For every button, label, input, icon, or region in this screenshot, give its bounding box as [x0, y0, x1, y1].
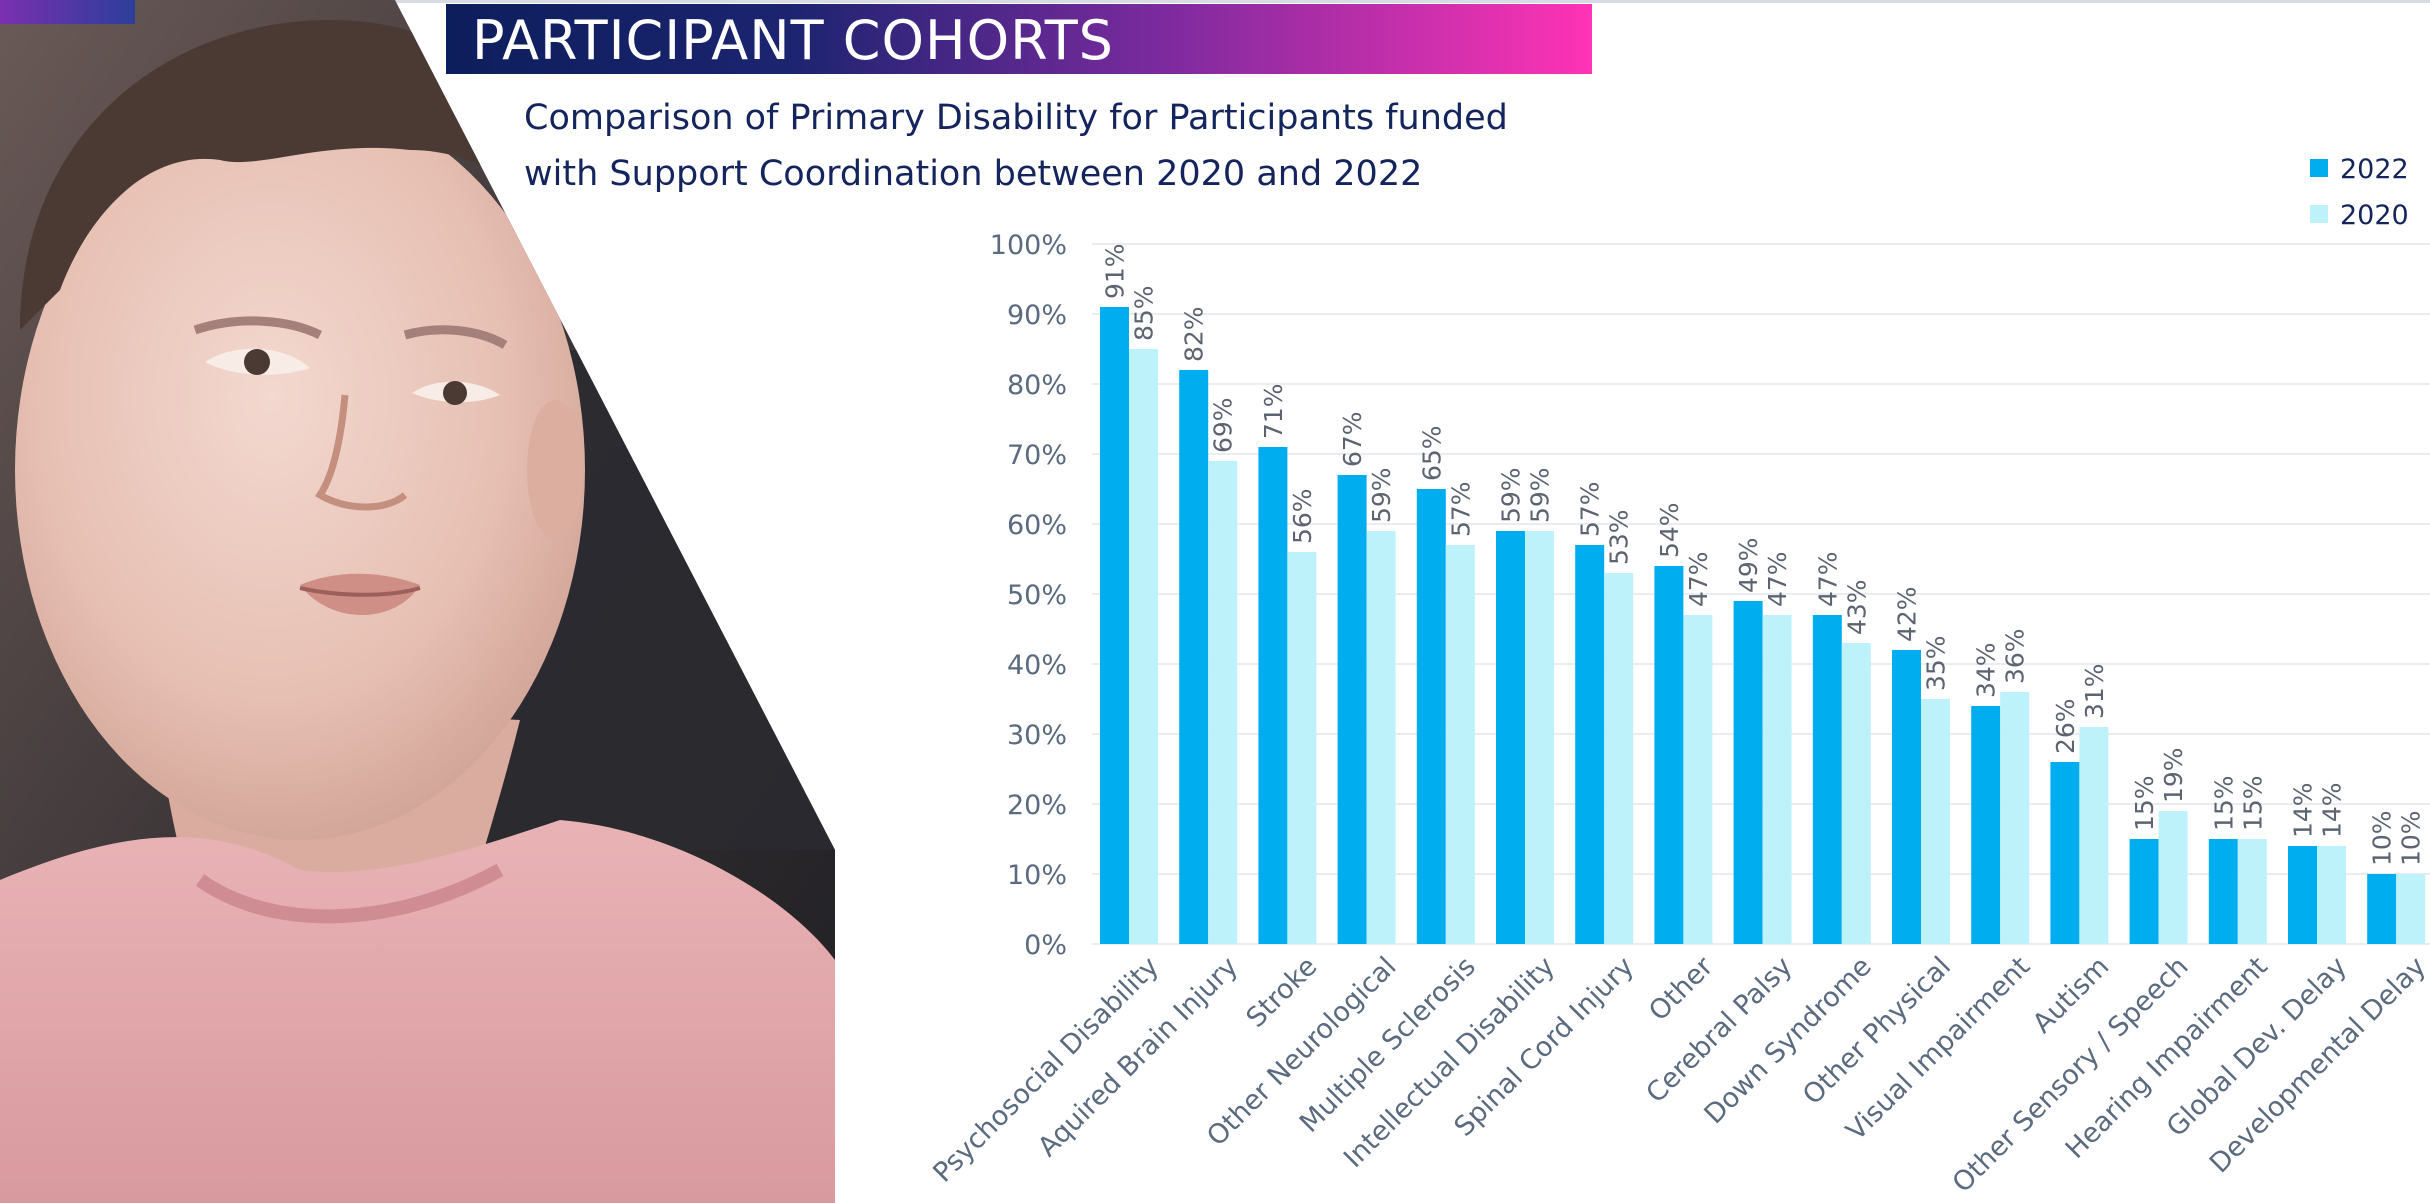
data-label: 67%: [1338, 411, 1367, 467]
data-label: 85%: [1130, 285, 1159, 341]
data-label: 47%: [1763, 551, 1792, 607]
data-label: 15%: [2130, 775, 2159, 831]
bar-2020: [2317, 846, 2346, 944]
bar-2020: [1445, 545, 1475, 944]
bar-2020: [1841, 643, 1871, 944]
data-label: 15%: [2238, 775, 2267, 831]
data-label: 54%: [1655, 502, 1684, 558]
data-label: 43%: [1842, 579, 1871, 635]
chart-title: Comparison of Primary Disability for Par…: [524, 90, 1724, 202]
bar-2022: [2288, 846, 2317, 944]
y-tick-label: 50%: [1007, 580, 1067, 611]
data-label: 26%: [2051, 698, 2080, 754]
bar-2022: [2050, 762, 2080, 944]
bar-2022: [2208, 839, 2238, 944]
y-tick-label: 0%: [1024, 930, 1067, 961]
y-tick-label: 40%: [1007, 650, 1067, 681]
data-label: 42%: [1893, 586, 1922, 642]
data-label: 59%: [1367, 467, 1396, 523]
y-tick-label: 10%: [1007, 860, 1067, 891]
bar-2020: [1208, 461, 1238, 944]
chart-title-line-2: with Support Coordination between 2020 a…: [524, 154, 1423, 194]
bar-2022: [1179, 370, 1209, 944]
data-label: 69%: [1209, 397, 1238, 453]
bar-2020: [2396, 874, 2426, 944]
data-label: 57%: [1576, 481, 1605, 537]
data-label: 57%: [1446, 481, 1475, 537]
x-tick-label: Other: [1643, 950, 1720, 1027]
legend-swatch-2020: [2310, 205, 2328, 223]
y-tick-label: 80%: [1007, 370, 1067, 401]
bar-2020: [2079, 727, 2109, 944]
bar-2022: [1812, 615, 1842, 944]
data-label: 19%: [2159, 747, 2188, 803]
y-tick-label: 70%: [1007, 440, 1067, 471]
participant-photo: [0, 0, 835, 1203]
bar-2022: [1575, 545, 1605, 944]
bar-2020: [1604, 573, 1634, 944]
data-label: 14%: [2289, 782, 2318, 838]
chart-title-line-1: Comparison of Primary Disability for Par…: [524, 98, 1508, 138]
data-label: 71%: [1259, 383, 1288, 439]
bar-2022: [1971, 706, 2001, 944]
header-banner: [446, 4, 1592, 74]
bar-2022: [1496, 531, 1525, 944]
bar-2020: [2000, 692, 2030, 944]
bar-2022: [2367, 874, 2397, 944]
y-tick-label: 60%: [1007, 510, 1067, 541]
data-label: 14%: [2318, 782, 2347, 838]
bar-2022: [1733, 601, 1763, 944]
y-tick-label: 30%: [1007, 720, 1067, 751]
data-label: 15%: [2209, 775, 2238, 831]
bar-2022: [1337, 475, 1367, 944]
bar-2020: [2237, 839, 2267, 944]
bar-2020: [2158, 811, 2188, 944]
bar-2022: [1416, 489, 1446, 944]
data-label: 59%: [1497, 467, 1526, 523]
y-tick-label: 100%: [990, 230, 1067, 261]
bar-2020: [1921, 699, 1950, 944]
bar-2020: [1762, 615, 1792, 944]
data-label: 36%: [2001, 628, 2030, 684]
data-label: 10%: [2368, 810, 2397, 866]
bar-2022: [1892, 650, 1921, 944]
bar-2020: [1129, 349, 1158, 944]
data-label: 34%: [1972, 642, 2001, 698]
y-tick-label: 90%: [1007, 300, 1067, 331]
top-accent-bar: [0, 0, 135, 24]
data-label: 31%: [2080, 663, 2109, 719]
bar-2020: [1366, 531, 1396, 944]
banner-title: PARTICIPANT COHORTS: [472, 9, 1114, 72]
bar-2020: [1683, 615, 1713, 944]
data-label: 53%: [1605, 509, 1634, 565]
data-label: 65%: [1417, 425, 1446, 481]
data-label: 49%: [1734, 537, 1763, 593]
legend-label: 2020: [2340, 200, 2409, 231]
data-label: 82%: [1180, 306, 1209, 362]
bar-2022: [2129, 839, 2159, 944]
data-label: 59%: [1526, 467, 1555, 523]
legend-label: 2022: [2340, 154, 2409, 185]
bar-2022: [1258, 447, 1288, 944]
y-tick-label: 20%: [1007, 790, 1067, 821]
bar-2020: [1287, 552, 1317, 944]
bar-2020: [1525, 531, 1554, 944]
data-label: 47%: [1813, 551, 1842, 607]
data-label: 10%: [2397, 810, 2426, 866]
bar-2022: [1654, 566, 1684, 944]
data-label: 47%: [1684, 551, 1713, 607]
data-label: 35%: [1922, 635, 1951, 691]
data-label: 56%: [1288, 488, 1317, 544]
bar-2022: [1100, 307, 1129, 944]
legend-swatch-2022: [2310, 159, 2328, 177]
x-tick-label: Cerebral Palsy: [1640, 951, 1798, 1109]
top-divider-line: [0, 0, 2430, 3]
data-label: 91%: [1101, 243, 1130, 299]
